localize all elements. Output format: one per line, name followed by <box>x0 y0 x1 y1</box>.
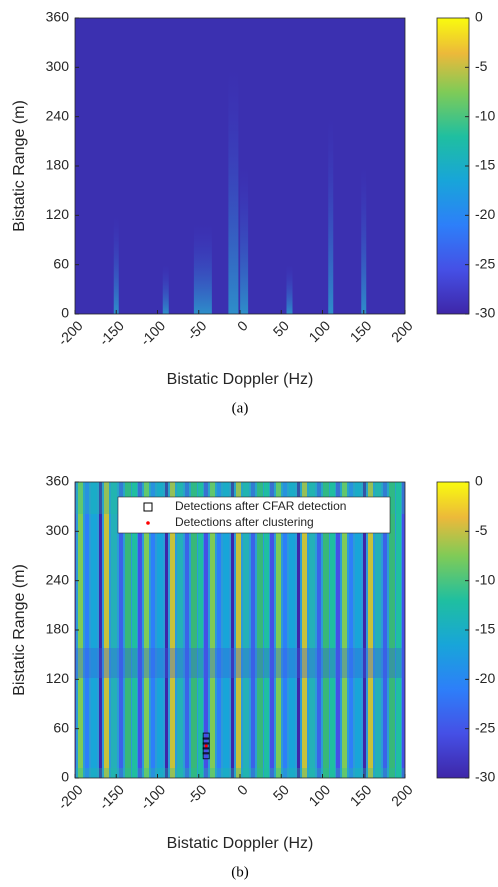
x-tick-label: -200 <box>55 317 86 348</box>
legend-marker <box>143 502 153 512</box>
cfar-detection <box>202 747 210 755</box>
cluster-detection <box>204 744 208 748</box>
x-tick-label: 100 <box>305 317 333 345</box>
cfar-detection <box>202 752 210 760</box>
cfar-detection <box>202 742 210 750</box>
colorbar-tick-label: -25 <box>475 719 495 735</box>
y-tick-label: 300 <box>46 522 70 538</box>
colorbar-tick-label: -30 <box>475 305 495 321</box>
heatmap-streak <box>361 166 367 314</box>
y-tick-label: 180 <box>46 157 70 173</box>
x-tick-label: -100 <box>137 781 168 812</box>
heatmap-streak <box>228 67 239 314</box>
x-tick-label: 0 <box>234 317 251 334</box>
y-tick-label: 360 <box>46 473 70 489</box>
y-tick-label: 240 <box>46 571 70 587</box>
x-tick-label: 150 <box>347 317 375 345</box>
colorbar-tick-label: -5 <box>475 58 488 74</box>
colorbar-tick-label: -25 <box>475 255 495 271</box>
x-tick-label: 150 <box>347 781 375 809</box>
x-tick-label: -50 <box>184 781 210 807</box>
y-tick-label: 300 <box>46 58 70 74</box>
x-tick-label: -150 <box>96 781 127 812</box>
colorbar <box>436 17 470 315</box>
colorbar-tick-label: -20 <box>475 670 495 686</box>
colorbar-tick-label: -10 <box>475 571 495 587</box>
x-tick-label: 0 <box>234 781 251 798</box>
legend-label: Detections after clustering <box>175 515 314 529</box>
heatmap-image <box>75 18 405 314</box>
heatmap-streak <box>193 223 212 314</box>
y-tick-label: 240 <box>46 107 70 123</box>
colorbar-tick-label: 0 <box>475 9 483 25</box>
colorbar-tick-label: -20 <box>475 206 495 222</box>
x-tick-label: -150 <box>96 317 127 348</box>
cfar-detection <box>202 732 210 740</box>
x-tick-label: -200 <box>55 781 86 812</box>
cfar-detection <box>202 737 210 745</box>
colorbar-tick-label: -15 <box>475 157 495 173</box>
x-tick-label: 200 <box>388 317 416 345</box>
legend-box <box>117 496 391 534</box>
y-tick-label: 120 <box>46 206 70 222</box>
x-axis-label: Bistatic Doppler (Hz) <box>167 371 314 388</box>
y-tick-label: 360 <box>46 9 70 25</box>
y-tick-label: 60 <box>53 255 69 271</box>
heatmap-streak <box>328 116 334 315</box>
y-tick-label: 60 <box>53 719 69 735</box>
x-tick-label: -100 <box>137 317 168 348</box>
colorbar-tick-label: -15 <box>475 621 495 637</box>
y-tick-label: 0 <box>61 769 69 785</box>
caption: (b) <box>231 864 249 880</box>
y-tick-label: 180 <box>46 621 70 637</box>
colorbar-tick-label: 0 <box>475 473 483 489</box>
heatmap-streak <box>162 264 169 314</box>
x-tick-label: 100 <box>305 781 333 809</box>
colorbar-tick-label: -30 <box>475 769 495 785</box>
y-tick-label: 120 <box>46 670 70 686</box>
y-axis-label: Bistatic Range (m) <box>11 100 28 232</box>
caption: (a) <box>232 400 249 416</box>
heatmap-streak <box>286 264 293 314</box>
x-tick-label: -50 <box>184 317 210 343</box>
x-tick-label: 50 <box>270 781 292 803</box>
colorbar-tick-label: -5 <box>475 522 488 538</box>
y-axis-label: Bistatic Range (m) <box>11 564 28 696</box>
heatmap-streak <box>240 166 249 314</box>
x-tick-label: 50 <box>270 317 292 339</box>
heatmap-streak <box>113 215 119 314</box>
legend-marker <box>146 521 150 525</box>
colorbar <box>436 481 470 779</box>
x-tick-label: 200 <box>388 781 416 809</box>
x-axis-label: Bistatic Doppler (Hz) <box>167 835 314 852</box>
colorbar-tick-label: -10 <box>475 107 495 123</box>
y-tick-label: 0 <box>61 305 69 321</box>
legend-label: Detections after CFAR detection <box>175 499 346 513</box>
